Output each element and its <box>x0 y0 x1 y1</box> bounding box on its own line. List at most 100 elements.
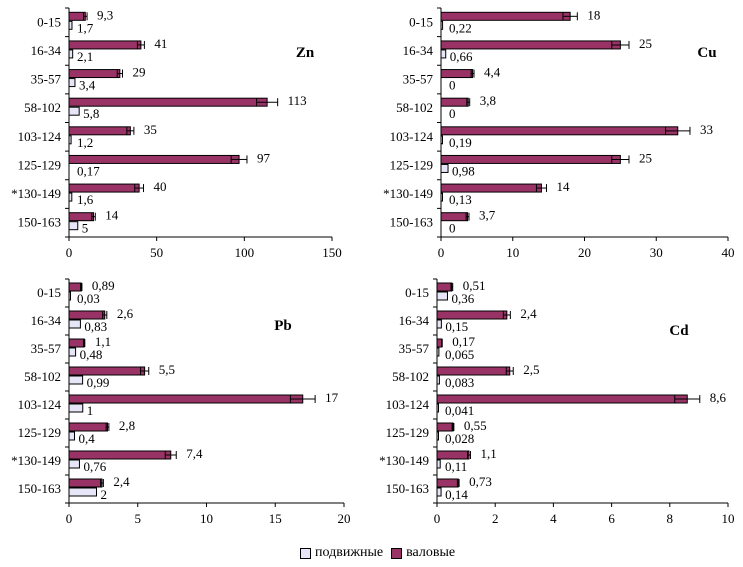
bar-total <box>68 40 142 50</box>
data-label-total: 0,55 <box>464 418 487 433</box>
panel-cd: 0 2 4 6 8 10 0-15 0,510,36 16-34 2,4 0,15 35-57 0,17… <box>379 278 734 526</box>
bar-mobile <box>68 319 81 329</box>
bar-total <box>68 69 121 79</box>
legend-label-mobile: подвижные <box>315 545 384 560</box>
data-label-mobile: 0,48 <box>80 347 103 362</box>
data-label-mobile: 2,1 <box>77 49 93 64</box>
panel-title: Pb <box>274 318 292 334</box>
data-label-mobile: 1,2 <box>77 135 93 150</box>
data-label-mobile: 0,99 <box>87 375 110 390</box>
data-label-mobile: 0,17 <box>77 163 100 178</box>
bar-total <box>440 154 621 164</box>
category-label: 0-15 <box>409 14 433 29</box>
bar-mobile <box>68 347 77 357</box>
data-label-total: 35 <box>144 122 157 137</box>
category-label: 125-129 <box>390 157 433 172</box>
bar-mobile <box>68 78 76 88</box>
x-tick-label: 8 <box>667 511 674 526</box>
data-label-mobile: 1,7 <box>77 20 94 35</box>
legend: подвижные валовые <box>300 545 455 561</box>
data-label-mobile: 0 <box>449 78 456 93</box>
bar-mobile <box>440 20 444 30</box>
bar-mobile <box>68 221 79 231</box>
x-tick-label: 5 <box>135 511 142 526</box>
data-label-total: 3,7 <box>479 208 496 223</box>
panel-cu: 0 10 20 30 40 0-15 18 0,22 16-34 25 0,66 35-57 4,4 0 5… <box>383 7 734 260</box>
bar-mobile <box>68 487 97 497</box>
data-label-total: 25 <box>639 150 652 165</box>
data-label-total: 2,4 <box>113 474 130 489</box>
category-label: 58-102 <box>24 100 61 115</box>
x-tick-label: 40 <box>722 245 735 260</box>
bar-total <box>68 450 172 460</box>
data-label-total: 0,51 <box>463 278 486 293</box>
bar-mobile <box>440 163 449 173</box>
x-tick-label: 6 <box>608 511 615 526</box>
data-label-total: 113 <box>288 93 307 108</box>
bar-mobile <box>68 20 73 30</box>
x-tick-label: 10 <box>506 245 519 260</box>
bar-mobile <box>68 459 80 469</box>
data-label-total: 4,4 <box>484 65 501 80</box>
legend-swatch-mobile <box>300 547 311 559</box>
bar-mobile <box>440 192 443 202</box>
bar-mobile <box>436 431 439 441</box>
data-label-mobile: 0,36 <box>451 291 474 306</box>
data-label-total: 2,5 <box>523 362 539 377</box>
data-label-total: 8,6 <box>710 390 727 405</box>
bar-total <box>68 394 304 404</box>
category-label: 58-102 <box>396 100 433 115</box>
category-label: 103-124 <box>386 397 430 412</box>
bar-mobile <box>68 403 84 413</box>
bar-total <box>436 450 470 460</box>
data-label-total: 18 <box>587 7 600 22</box>
data-label-total: 14 <box>105 208 119 223</box>
data-label-total: 40 <box>154 179 167 194</box>
data-label-mobile: 0,76 <box>83 459 106 474</box>
bar-total <box>440 11 571 21</box>
panel-title: Cd <box>669 323 689 339</box>
legend-swatch-total <box>391 547 403 559</box>
data-label-total: 29 <box>132 65 145 80</box>
bar-mobile <box>436 459 441 469</box>
category-label: 16-34 <box>31 43 62 58</box>
bar-total <box>68 212 95 222</box>
data-label-mobile: 0,041 <box>445 403 474 418</box>
x-tick-label: 100 <box>235 245 255 260</box>
bar-mobile <box>68 49 74 59</box>
category-label: 35-57 <box>399 341 430 356</box>
category-label: 0-15 <box>37 14 61 29</box>
bar-mobile <box>436 375 440 385</box>
data-label-total: 97 <box>257 150 271 165</box>
data-label-total: 41 <box>154 36 167 51</box>
data-label-total: 0,17 <box>452 334 475 349</box>
bar-mobile <box>436 319 442 329</box>
data-label-mobile: 0,11 <box>445 459 467 474</box>
category-label: *130-149 <box>11 186 61 201</box>
data-label-mobile: 0,66 <box>450 49 473 64</box>
data-label-total: 3,8 <box>480 93 496 108</box>
x-tick-label: 150 <box>322 245 342 260</box>
bar-total <box>68 310 106 320</box>
category-label: 58-102 <box>24 369 61 384</box>
data-label-total: 14 <box>556 179 570 194</box>
bar-mobile <box>436 347 440 357</box>
bar-mobile <box>440 49 447 59</box>
x-tick-label: 20 <box>338 511 351 526</box>
bar-mobile <box>68 291 71 301</box>
category-label: 150-163 <box>390 215 433 230</box>
bar-mobile <box>68 106 80 116</box>
bar-total <box>440 40 621 50</box>
data-label-mobile: 3,4 <box>79 78 96 93</box>
bar-mobile <box>68 135 72 145</box>
x-tick-label: 0 <box>66 245 73 260</box>
category-label: 103-124 <box>390 129 434 144</box>
category-label: 103-124 <box>18 397 62 412</box>
data-label-mobile: 0,15 <box>445 319 468 334</box>
data-label-mobile: 0,98 <box>452 163 475 178</box>
data-label-mobile: 0,083 <box>445 375 474 390</box>
category-label: 16-34 <box>31 313 62 328</box>
bar-total <box>436 394 688 404</box>
category-label: 150-163 <box>18 215 61 230</box>
category-label: 150-163 <box>18 481 61 496</box>
